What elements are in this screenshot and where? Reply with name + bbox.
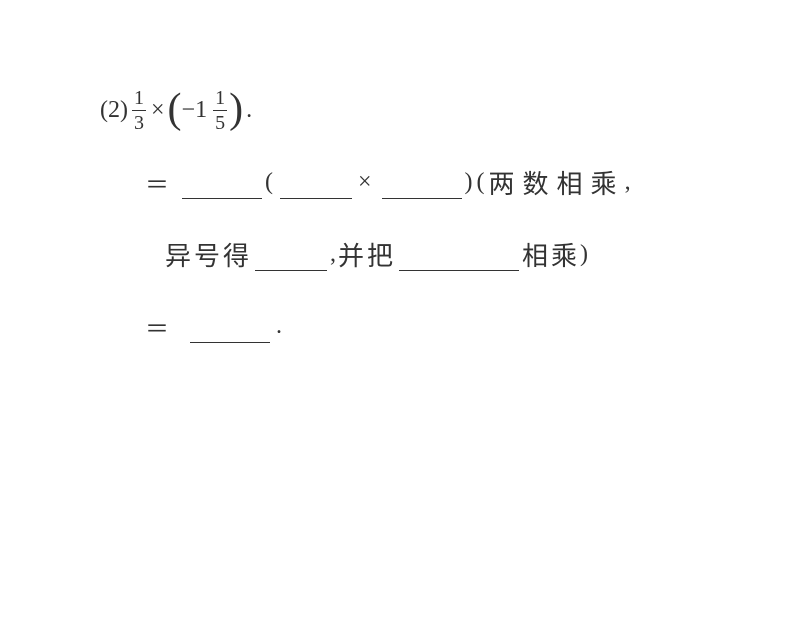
numerator: 1 [134,88,144,110]
math-problem: (2) 1 3 × ( − 1 1 5 ) . ＝ ( × ) ( 两数相乘 ,… [100,85,720,373]
numerator: 1 [215,88,225,110]
blank-sign-result [255,245,327,271]
result-line: ＝ . [145,301,720,351]
left-paren: ( [265,169,277,196]
problem-number: (2) [100,97,128,124]
hint-text-1: 两数相乘 [489,164,625,201]
blank-result [190,317,270,343]
multiply-sign: × [151,97,165,124]
hint-left-paren: ( [477,169,489,196]
hint-right-paren: ) [580,241,590,268]
hint-text-2a: 异号得 [165,236,252,273]
problem-expression-line: (2) 1 3 × ( − 1 1 5 ) . [100,85,720,135]
integer-part: 1 [195,97,207,124]
multiply-sign: × [358,169,376,196]
step-one-hint-line: 异号得 , 并把 相乘 ) [165,229,720,279]
step-one-line: ＝ ( × ) ( 两数相乘 , [145,157,720,207]
equals-sign: ＝ [145,165,173,200]
left-paren: ( [168,91,182,129]
denominator: 5 [213,110,227,133]
comma: , [330,241,338,268]
blank-factor1 [280,173,352,199]
minus-sign: − [182,97,196,124]
equals-sign: ＝ [145,309,169,344]
hint-text-2b: 并把 [338,236,396,273]
denominator: 3 [132,110,146,133]
fraction-one-fifth: 1 5 [213,88,227,133]
blank-factor2 [382,173,462,199]
right-paren: ) [229,91,243,129]
blank-what-multiply [399,245,519,271]
period: . [276,313,282,340]
hint-text-2c: 相乘 [522,236,580,273]
fraction-one-third: 1 3 [132,88,146,133]
right-paren: ) [465,169,477,196]
period: . [246,97,252,124]
comma: , [625,169,635,196]
mixed-number: − 1 1 5 [182,88,230,133]
blank-sign [182,173,262,199]
